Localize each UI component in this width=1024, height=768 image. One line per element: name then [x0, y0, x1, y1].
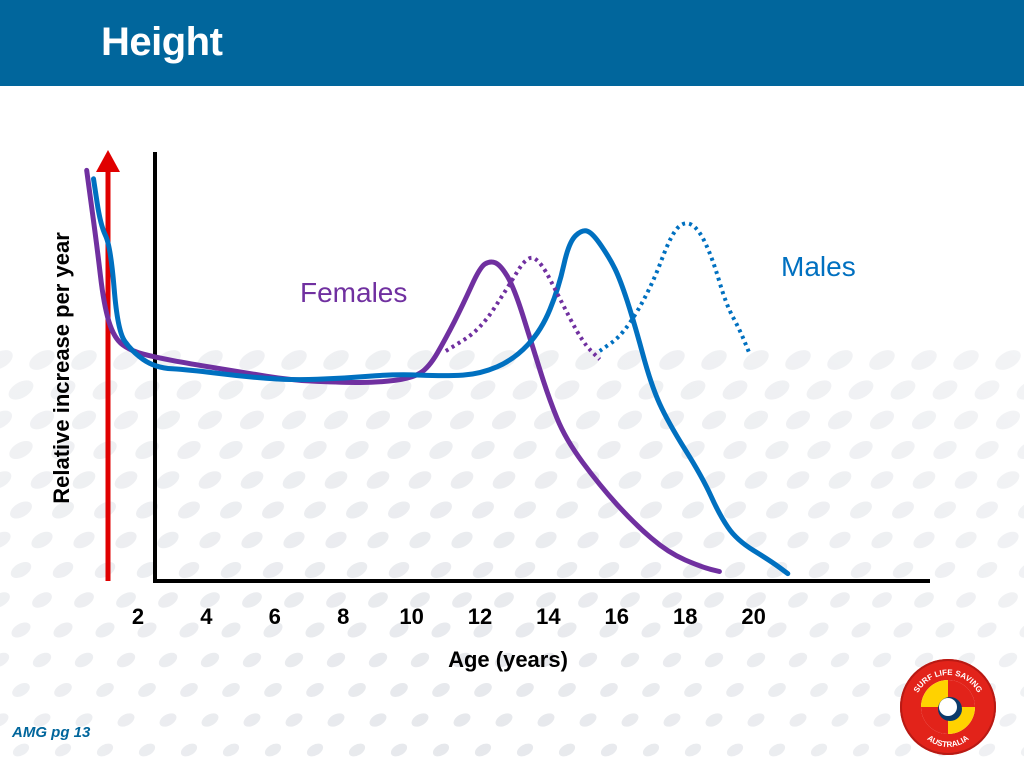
females-series-label: Females	[300, 277, 408, 308]
males-series-label: Males	[781, 251, 856, 282]
x-tick-label: 14	[536, 604, 561, 629]
surf-life-saving-logo: SURF LIFE SAVING AUSTRALIA	[900, 659, 996, 755]
x-tick-label: 16	[605, 604, 629, 629]
title-bar: Height	[0, 0, 1024, 86]
x-tick-label: 8	[337, 604, 349, 629]
x-tick-label: 10	[399, 604, 423, 629]
x-axis-label: Age (years)	[448, 647, 568, 672]
x-tick-label: 18	[673, 604, 697, 629]
slide-title: Height	[101, 20, 223, 64]
y-axis-arrow-head	[96, 150, 120, 172]
x-tick-label: 20	[741, 604, 765, 629]
x-tick-label: 12	[468, 604, 492, 629]
x-tick-label: 2	[132, 604, 144, 629]
page-reference: AMG pg 13	[12, 724, 91, 741]
x-tick-label: 4	[200, 604, 213, 629]
series-males-line	[91, 176, 791, 577]
y-axis-label: Relative increase per year	[49, 232, 74, 504]
x-tick-label: 6	[269, 604, 281, 629]
series-2-projection-dotted-line	[444, 255, 602, 361]
series-3-projection-dotted-line	[598, 221, 753, 356]
